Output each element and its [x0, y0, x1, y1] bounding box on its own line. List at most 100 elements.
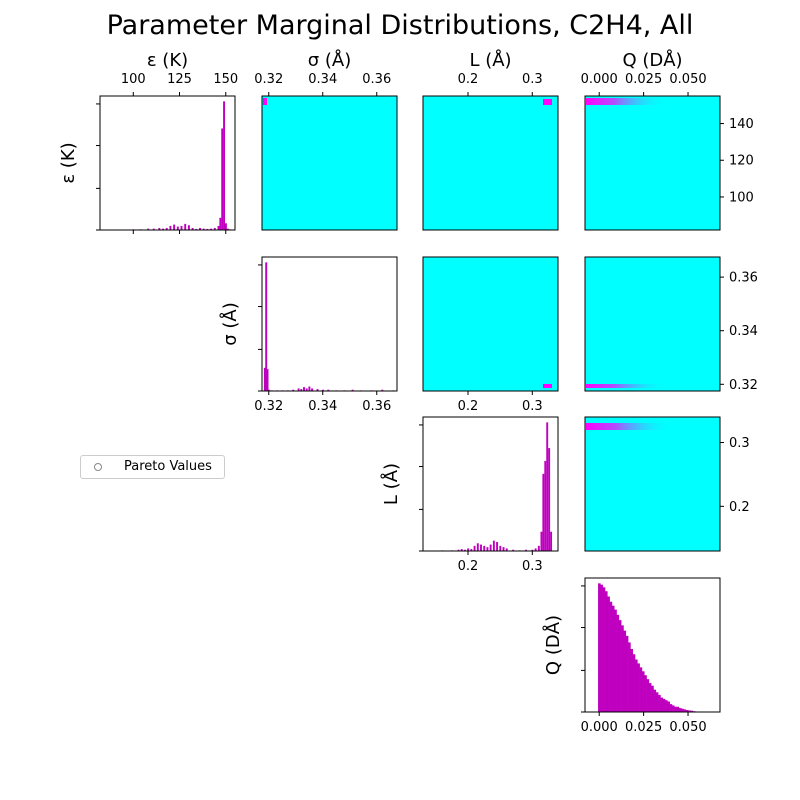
hist-bar-sigma	[321, 389, 324, 391]
hist-bar-Q	[611, 605, 615, 712]
hist-bar-Q	[635, 659, 638, 712]
hist-bar-Q	[607, 596, 610, 712]
hist-bar-L	[537, 545, 540, 551]
density-peak-eps-L	[543, 99, 552, 105]
pareto-marker-icon	[94, 463, 102, 471]
hist-bar-Q	[646, 679, 650, 712]
hist-bar-Q	[621, 625, 624, 712]
hist-bar-Q	[667, 701, 670, 712]
hist-bar-eps	[210, 228, 213, 230]
hist-bar-sigma	[297, 388, 300, 391]
bottom-tick-label-L: 0.3	[522, 399, 543, 414]
hist-bar-Q	[678, 708, 682, 712]
hist-bar-eps	[206, 228, 209, 230]
hist-bar-Q	[674, 706, 677, 712]
hist-bar-L	[542, 473, 545, 551]
hist-bar-L	[489, 544, 492, 551]
xlabel-top-sigma: σ (Å)	[308, 49, 352, 71]
hist-bar-eps	[195, 228, 198, 230]
hist-bar-eps	[173, 224, 176, 230]
hist-bar-L	[457, 549, 460, 551]
top-tick-label-Q: 0.000	[581, 72, 618, 87]
density-peak-eps-sigma	[263, 98, 267, 105]
hist-bar-L	[473, 545, 476, 551]
bottom-tick-label-L: 0.3	[522, 559, 543, 574]
hist-bar-Q	[609, 601, 613, 712]
hist-bar-sigma	[292, 389, 295, 391]
hist-bar-eps	[147, 228, 150, 230]
bottom-tick-label-Q: 0.025	[625, 720, 662, 735]
hist-bar-sigma	[263, 367, 266, 391]
right-tick-label-sigma: 0.34	[729, 324, 758, 339]
hist-bar-Q	[648, 683, 652, 712]
hist-bar-Q	[616, 614, 620, 712]
hist-bar-Q	[683, 709, 687, 712]
hist-bar-Q	[628, 642, 631, 712]
hist-bar-eps	[221, 128, 224, 230]
hist-bar-sigma	[300, 389, 303, 391]
hist-bar-Q	[685, 710, 689, 712]
hist-bar-eps	[213, 227, 216, 230]
hist-bar-Q	[660, 697, 664, 712]
bottom-tick-label-Q: 0.050	[669, 720, 706, 735]
hist-bar-Q	[604, 591, 608, 712]
hist-bar-L	[476, 543, 479, 551]
density-peak-L-Q	[586, 423, 671, 430]
hist-bar-L	[496, 541, 499, 551]
xlabel-top-eps: ε (K)	[147, 50, 188, 71]
hist-bar-L	[546, 422, 549, 551]
hist-bar-Q	[630, 648, 633, 712]
hist-bar-Q	[614, 609, 617, 712]
top-tick-label-Q: 0.025	[625, 72, 662, 87]
density-peak-sigma-Q	[586, 384, 666, 388]
hist-bar-eps	[223, 101, 226, 230]
hist-bar-eps	[158, 227, 161, 230]
hist-bar-L	[512, 549, 515, 551]
hist-bar-sigma	[327, 389, 330, 391]
top-tick-label-sigma: 0.36	[362, 72, 391, 87]
hist-bar-eps	[152, 228, 155, 230]
density-eps-L	[423, 96, 558, 230]
bottom-tick-label-L: 0.2	[458, 399, 479, 414]
hist-bar-Q	[644, 675, 647, 712]
density-eps-sigma	[262, 96, 397, 230]
figure-title: Parameter Marginal Distributions, C2H4, …	[106, 10, 694, 41]
density-frame-eps-sigma	[261, 95, 398, 231]
right-tick-label-sigma: 0.32	[729, 378, 758, 393]
density-sigma-L	[423, 257, 558, 391]
hist-bar-Q	[690, 710, 694, 712]
hist-bar-L	[463, 549, 466, 551]
hist-bar-L	[483, 545, 486, 551]
hist-bar-sigma	[381, 389, 384, 391]
hist-bar-eps	[226, 228, 229, 230]
top-tick-label-sigma: 0.34	[308, 72, 337, 87]
legend: Pareto Values	[80, 455, 225, 479]
hist-bar-L	[486, 547, 489, 551]
hist-bar-eps	[187, 225, 190, 230]
hist-bar-eps	[191, 227, 194, 230]
bottom-tick-label-sigma: 0.32	[254, 399, 283, 414]
hist-bar-Q	[632, 654, 636, 712]
hist-bar-L	[499, 545, 502, 551]
bottom-tick-label-Q: 0.000	[581, 720, 618, 735]
hist-bar-eps	[219, 217, 222, 230]
xlabel-top-Q: Q (DÅ)	[622, 49, 682, 71]
hist-bar-Q	[665, 700, 668, 712]
hist-bar-sigma	[308, 386, 311, 391]
hist-bar-sigma	[265, 262, 268, 391]
ylabel-sigma: σ (Å)	[219, 302, 241, 346]
hist-bar-Q	[655, 692, 659, 712]
bottom-tick-label-sigma: 0.36	[362, 399, 391, 414]
density-frame-eps-Q	[584, 95, 721, 231]
hist-bar-eps	[165, 227, 168, 230]
xlabel-top-L: L (Å)	[469, 49, 511, 71]
hist-frame-L	[422, 416, 559, 552]
hist-bar-eps	[199, 227, 201, 230]
density-frame-L-Q	[584, 416, 721, 552]
ylabel-eps: ε (K)	[58, 142, 79, 183]
ylabel-L: L (Å)	[380, 463, 402, 505]
hist-bar-Q	[618, 620, 622, 712]
hist-bar-sigma	[316, 389, 319, 391]
hist-bar-L	[534, 548, 537, 551]
